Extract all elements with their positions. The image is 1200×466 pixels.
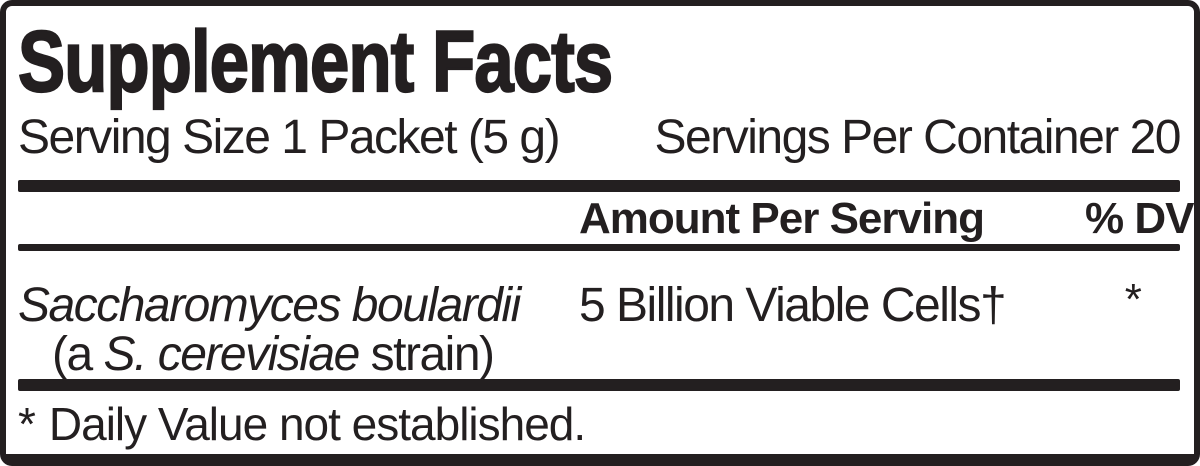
serving-size-text: Serving Size 1 Packet (5 g): [18, 111, 561, 164]
column-header-row: Amount Per Serving % DV: [18, 194, 1194, 243]
footnote-text: Daily Value not established.: [48, 398, 586, 450]
divider-thick-bottom: [18, 379, 1180, 391]
name-secondary-species: S. cerevisiae: [103, 328, 361, 381]
ingredient-amount: 5 Billion Viable Cells†: [579, 279, 1007, 332]
column-header-amount: Amount Per Serving: [579, 194, 985, 243]
ingredient-name-primary: Saccharomyces boulardii: [18, 281, 579, 330]
ingredient-row: Saccharomyces boulardii (a S. cerevisiae…: [18, 251, 1180, 379]
footnote-symbol: *: [18, 398, 36, 450]
ingredient-name-species-text: Saccharomyces boulardii: [18, 279, 521, 332]
ingredient-daily-value: *: [1124, 275, 1142, 324]
column-header-daily-value: % DV: [1085, 194, 1194, 243]
panel-title: Supplement Facts: [17, 13, 614, 111]
servings-per-container-text: Servings Per Container 20: [654, 111, 1182, 164]
divider-thick-top: [18, 180, 1180, 192]
ingredient-name: Saccharomyces boulardii (a S. cerevisiae…: [18, 281, 579, 379]
name-secondary-suffix: strain): [358, 328, 495, 381]
ingredient-name-secondary: (a S. cerevisiae strain): [18, 330, 579, 379]
footnote: * Daily Value not established.: [18, 399, 1180, 449]
serving-info-row: Serving Size 1 Packet (5 g) Servings Per…: [18, 111, 1182, 164]
name-secondary-prefix: (a: [52, 328, 104, 381]
divider-medium-header: [18, 244, 1180, 251]
